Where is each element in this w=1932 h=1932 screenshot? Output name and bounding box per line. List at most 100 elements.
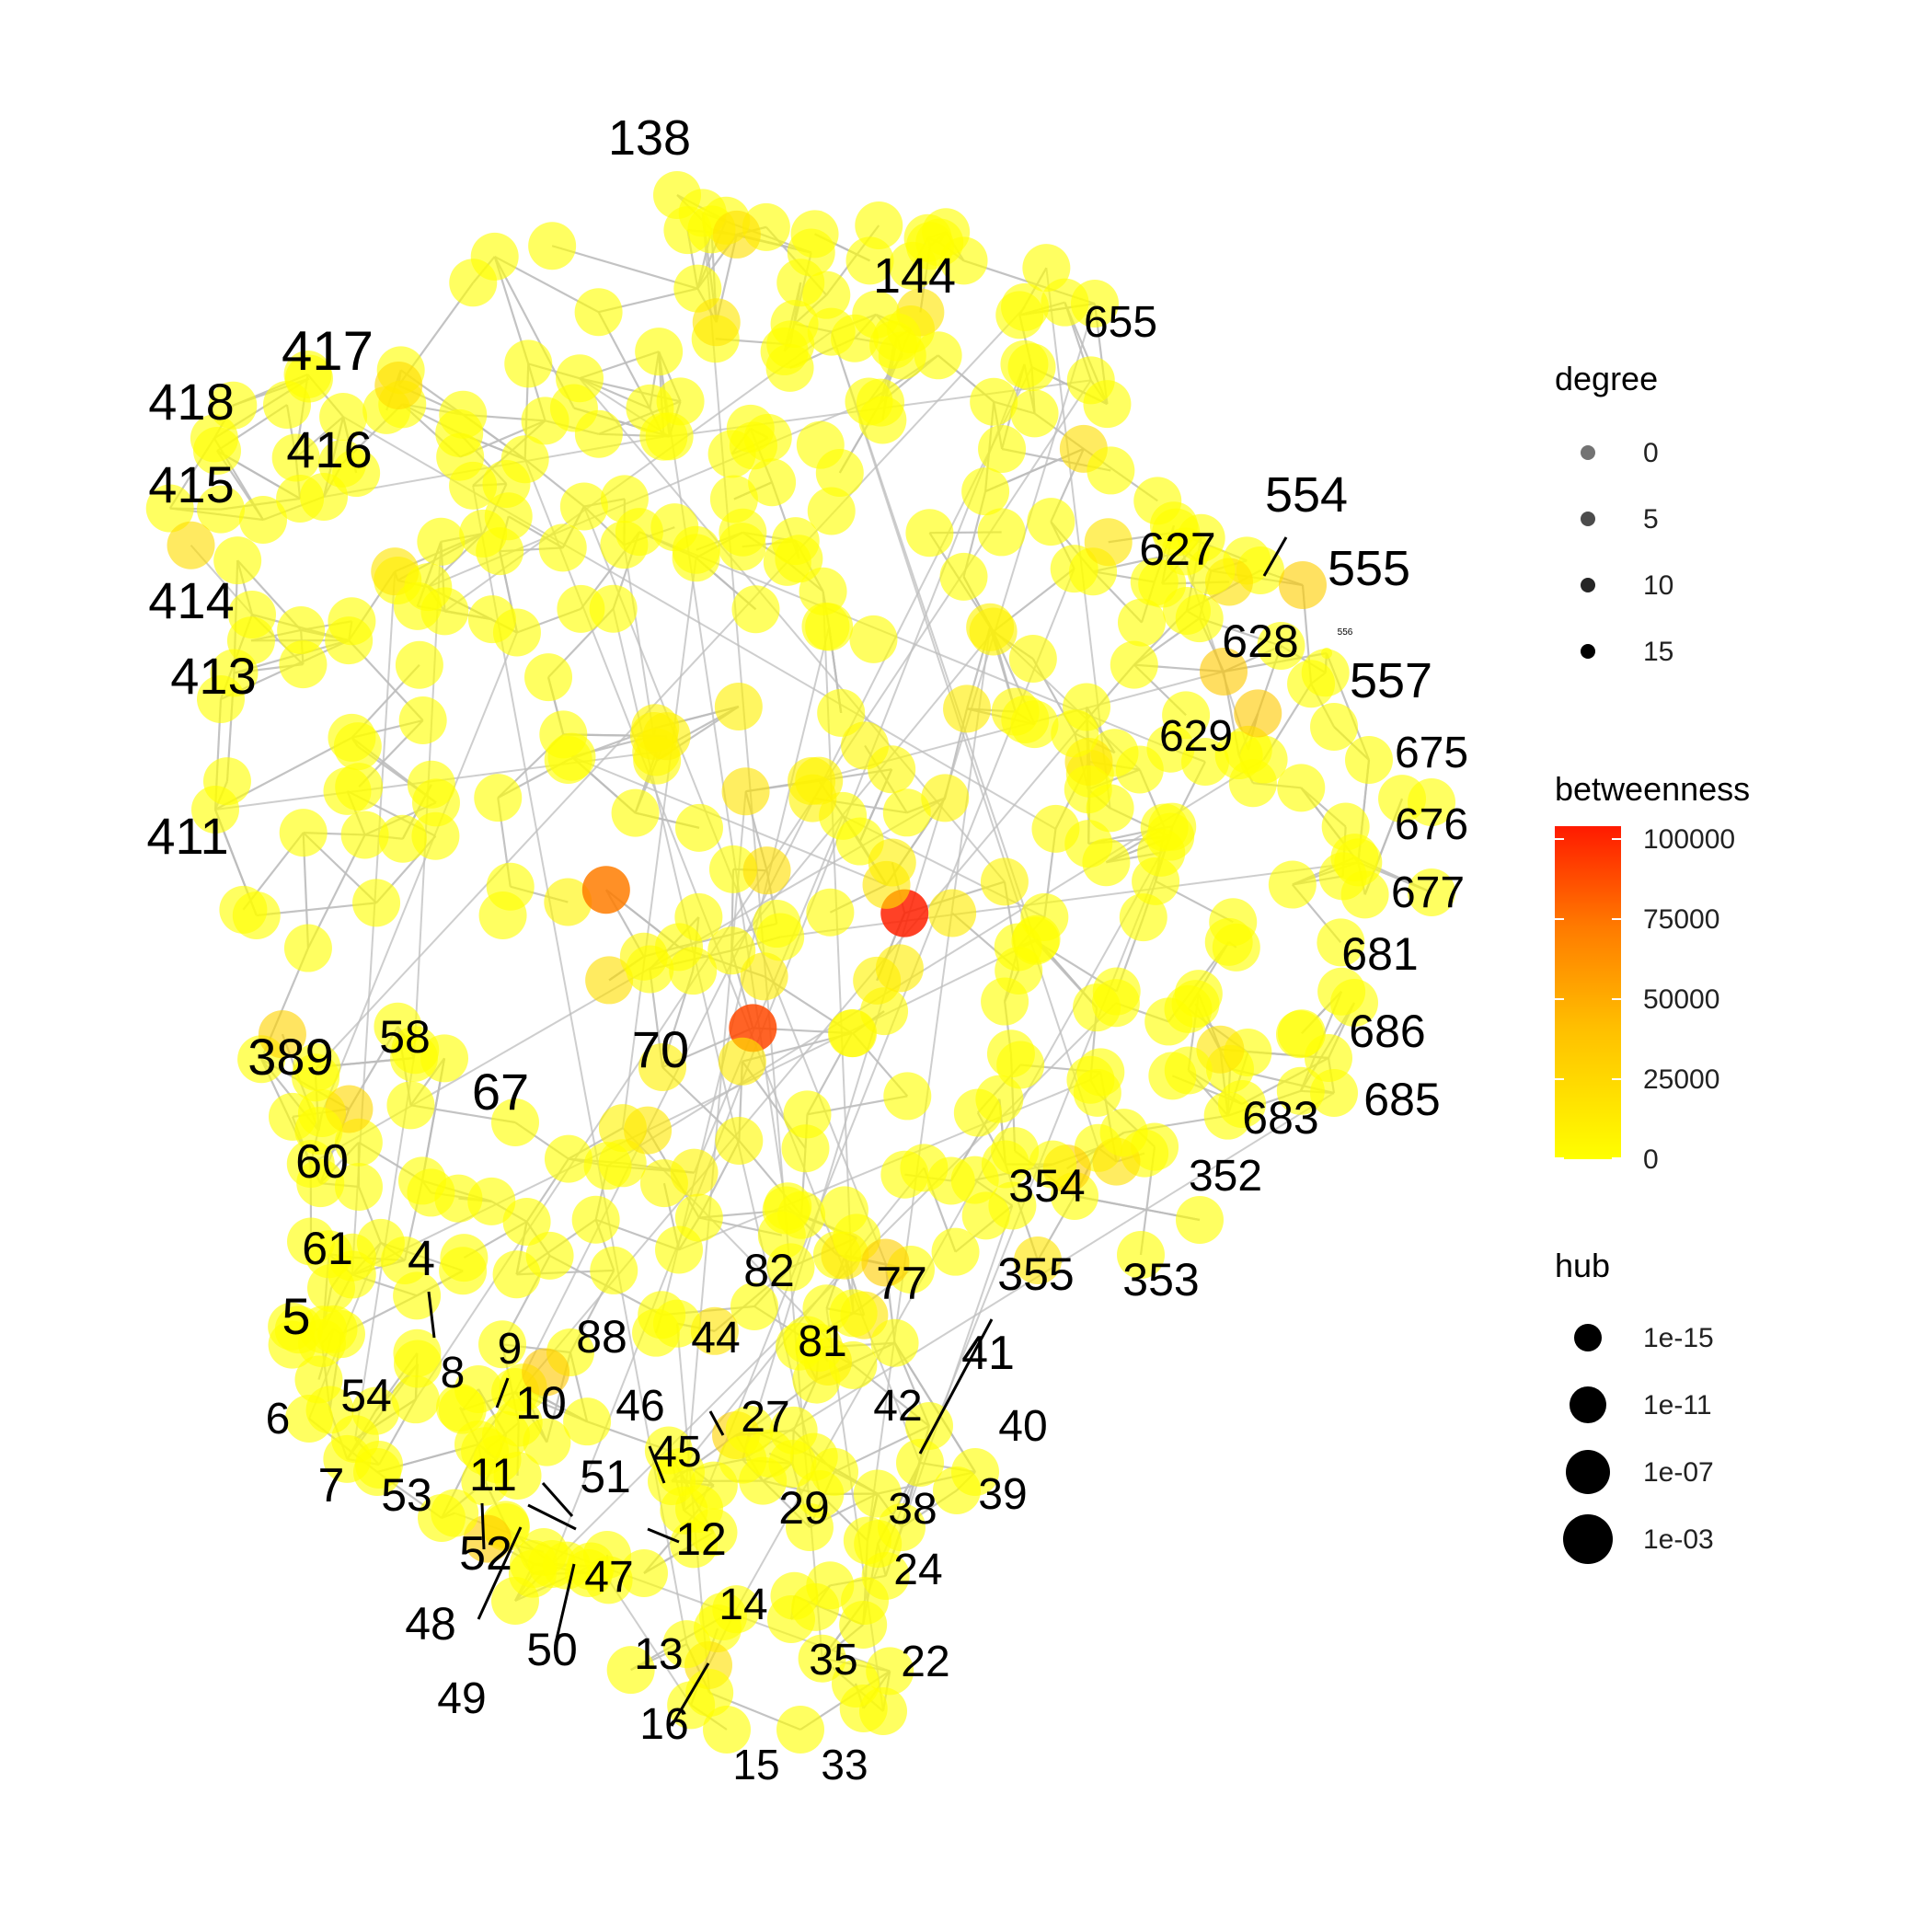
node-label-144: 144 xyxy=(873,248,956,304)
edge-811 xyxy=(321,632,518,1114)
node-306 xyxy=(748,458,797,507)
node-169 xyxy=(328,597,376,646)
node-503 xyxy=(407,760,455,809)
node-509 xyxy=(980,857,1029,906)
node-148 xyxy=(571,1195,620,1244)
node-label-554: 554 xyxy=(1265,467,1348,523)
node-487 xyxy=(328,713,376,762)
node-350 xyxy=(544,878,592,926)
node-224 xyxy=(293,1042,341,1091)
node-493 xyxy=(461,1457,510,1506)
node-351 xyxy=(788,774,837,822)
node-360 xyxy=(766,320,815,369)
node-513 xyxy=(374,362,423,410)
node-364 xyxy=(279,640,328,689)
node-111 xyxy=(921,774,970,822)
node-label-10: 10 xyxy=(515,1377,567,1429)
node-386 xyxy=(1117,598,1166,647)
legend-hub-swatch-1 xyxy=(1570,1386,1606,1423)
node-146 xyxy=(914,331,962,380)
edge-792 xyxy=(571,755,887,886)
node-377 xyxy=(340,811,389,859)
node-96 xyxy=(939,552,988,601)
node-216 xyxy=(395,640,443,689)
leader-line-11 xyxy=(670,1662,710,1727)
node-514 xyxy=(642,712,691,761)
node-243 xyxy=(857,378,905,427)
node-259 xyxy=(549,384,598,432)
legend-betweenness-tick-75000: 75000 xyxy=(1643,904,1719,935)
node-26 xyxy=(1117,1231,1165,1279)
node-185 xyxy=(689,1461,738,1510)
node-395 xyxy=(692,298,741,347)
node-label-29: 29 xyxy=(778,1482,830,1534)
legend-betweenness-tick-25000: 25000 xyxy=(1643,1064,1719,1095)
node-label-52: 52 xyxy=(459,1527,512,1581)
legend-hub-label-3: 1e-03 xyxy=(1643,1524,1714,1555)
node-label-555: 555 xyxy=(1328,541,1410,596)
node-label-58: 58 xyxy=(379,1011,431,1063)
node-132 xyxy=(398,696,447,745)
node-label-45: 45 xyxy=(652,1428,701,1477)
node-333 xyxy=(1277,764,1326,812)
leader-line-10 xyxy=(554,1563,576,1644)
leader-line-5 xyxy=(527,1503,577,1531)
node-413 xyxy=(1214,731,1263,780)
legend-hub-title: hub xyxy=(1555,1247,1610,1284)
node-251 xyxy=(352,879,401,927)
node-label-389: 389 xyxy=(247,1028,333,1086)
node-264 xyxy=(283,924,332,972)
node-223 xyxy=(305,1230,353,1279)
legend-degree-swatch-2 xyxy=(1581,578,1595,592)
node-label-354: 354 xyxy=(1008,1160,1085,1212)
node-418 xyxy=(502,1197,551,1246)
node-368 xyxy=(843,1516,891,1565)
node-489 xyxy=(875,944,924,993)
node-293 xyxy=(1203,1091,1252,1140)
node-490 xyxy=(792,1355,841,1404)
legend-hub-swatch-3 xyxy=(1563,1514,1613,1564)
node-182 xyxy=(1008,635,1057,684)
node-297 xyxy=(319,393,368,442)
node-109 xyxy=(1010,389,1059,438)
node-label-413: 413 xyxy=(170,647,256,705)
node-397 xyxy=(1277,1009,1326,1058)
node-label-352: 352 xyxy=(1189,1152,1262,1201)
node-label-9: 9 xyxy=(498,1325,523,1374)
node-408 xyxy=(258,1010,306,1059)
node-229 xyxy=(525,1231,574,1280)
node-470 xyxy=(739,1456,788,1505)
node-label-70: 70 xyxy=(632,1020,689,1078)
node-label-50: 50 xyxy=(526,1624,578,1675)
node-381 xyxy=(209,381,258,430)
node-387 xyxy=(807,487,856,535)
node-273 xyxy=(798,1634,846,1683)
node-label-417: 417 xyxy=(282,320,374,382)
node-17 xyxy=(1345,736,1393,784)
node-511 xyxy=(1301,649,1350,697)
node-459 xyxy=(639,1159,688,1208)
node-label-353: 353 xyxy=(1122,1254,1199,1305)
node-477 xyxy=(685,1668,734,1717)
node-473 xyxy=(827,1009,876,1058)
node-412 xyxy=(805,603,854,651)
node-510 xyxy=(277,605,326,654)
node-layer xyxy=(145,171,1455,1754)
node-label-88: 88 xyxy=(576,1311,627,1363)
node-30 xyxy=(638,1043,686,1091)
node-label-48: 48 xyxy=(405,1598,456,1650)
node-95 xyxy=(977,508,1026,557)
node-463 xyxy=(811,1447,859,1496)
edge-829 xyxy=(730,630,995,951)
node-280 xyxy=(145,484,194,533)
node-434 xyxy=(374,1002,422,1051)
node-380 xyxy=(1064,765,1112,814)
node-373 xyxy=(1257,622,1305,671)
node-334 xyxy=(674,1193,723,1242)
leader-line-3 xyxy=(541,1482,574,1517)
edge-809 xyxy=(316,306,1026,1068)
node-label-627: 627 xyxy=(1139,523,1215,575)
node-366 xyxy=(1099,1109,1148,1157)
edge-793 xyxy=(621,558,697,1129)
node-232 xyxy=(559,482,608,531)
